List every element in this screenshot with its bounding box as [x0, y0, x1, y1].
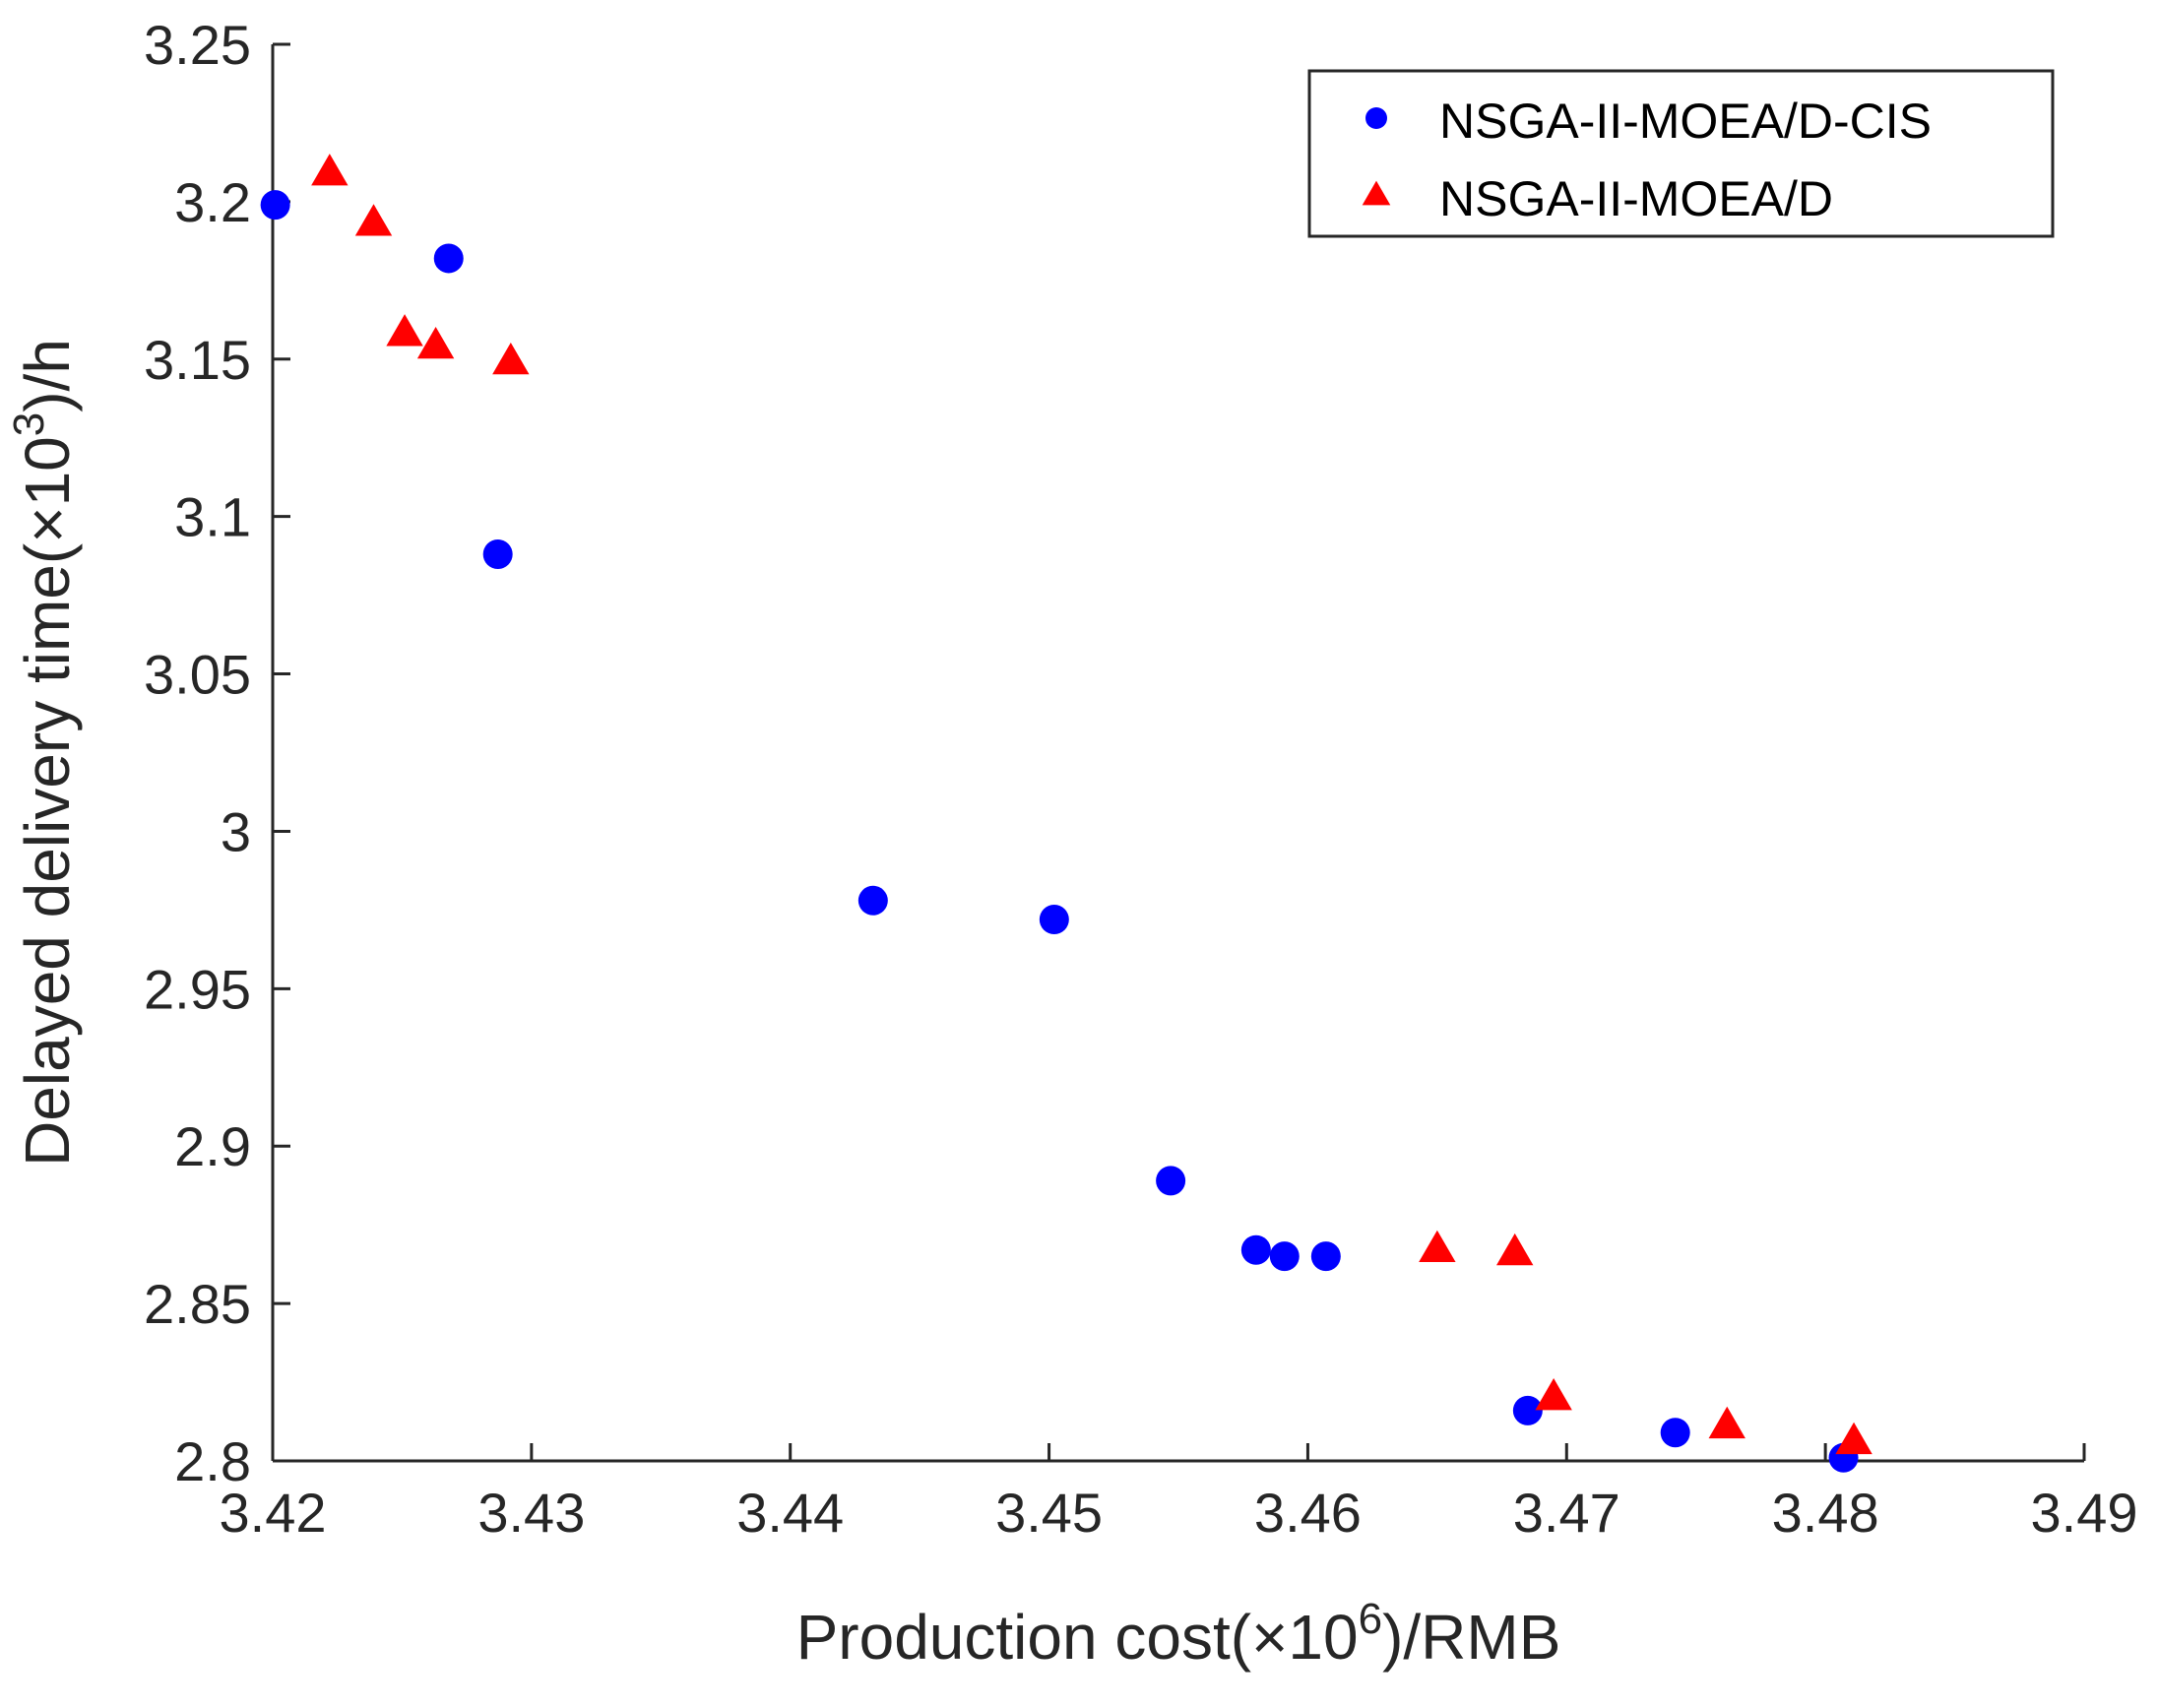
y-tick-label: 3 [221, 800, 251, 862]
axes-layer: 3.42 3.43 3.44 3.45 3.46 3.47 3.48 3.49 2.8 2.85 2… [144, 14, 2138, 1544]
x-axis-title-superscript: 6 [1359, 1595, 1382, 1643]
legend-marker-triangle [1362, 180, 1391, 206]
legend: NSGA-II-MOEA/D-CIS NSGA-II-MOEA/D [1307, 69, 2055, 238]
data-point-circle [482, 539, 513, 570]
data-point-triangle [492, 342, 530, 375]
data-point-triangle [1419, 1230, 1456, 1263]
x-tick-label: 3.43 [477, 1482, 585, 1544]
x-axis-title-suffix: )/RMB [1382, 1602, 1560, 1673]
marks-layer [260, 154, 1872, 1473]
data-point-circle [857, 885, 888, 916]
x-tick-label: 3.42 [220, 1482, 327, 1544]
y-tick-label: 2.8 [174, 1430, 251, 1492]
data-point-circle [1660, 1418, 1690, 1448]
data-point-triangle [311, 154, 349, 186]
y-axis-title-superscript: 3 [5, 412, 53, 436]
y-tick-label: 2.9 [174, 1115, 251, 1177]
y-tick-label: 3.05 [144, 644, 251, 706]
x-tick-label: 3.45 [995, 1482, 1103, 1544]
x-axis-title-prefix: Production cost(×10 [796, 1602, 1359, 1673]
x-tick-label: 3.44 [736, 1482, 844, 1544]
y-tick-label: 3.2 [174, 171, 251, 233]
data-point-circle [1512, 1395, 1543, 1425]
data-point-triangle [354, 204, 393, 236]
legend-label: NSGA-II-MOEA/D-CIS [1439, 94, 1932, 149]
y-tick-label: 2.95 [144, 958, 251, 1020]
data-point-circle [433, 243, 464, 274]
data-point-triangle [1708, 1406, 1745, 1439]
legend-marker-circle [1365, 107, 1387, 129]
x-tick-label: 3.49 [2031, 1482, 2138, 1544]
data-point-circle [1156, 1166, 1186, 1196]
series-base [311, 154, 1872, 1455]
labels-layer: Production cost(×106)/RMB Delayed delive… [5, 339, 1560, 1673]
legend-box [1307, 69, 2055, 238]
y-tick-label: 3.15 [144, 329, 251, 391]
x-tick-label: 3.46 [1254, 1482, 1362, 1544]
y-axis-title-prefix: Delayed delivery time(×10 [12, 436, 83, 1167]
data-point-circle [260, 190, 290, 221]
x-tick-label: 3.48 [1772, 1482, 1879, 1544]
y-axis-title-suffix: )/h [12, 339, 83, 412]
data-point-triangle [416, 326, 455, 359]
legend-label: NSGA-II-MOEA/D [1439, 171, 1833, 226]
y-tick-label: 2.85 [144, 1273, 251, 1335]
x-axis-title: Production cost(×106)/RMB [796, 1595, 1561, 1673]
data-point-triangle [386, 314, 423, 347]
data-point-triangle [1496, 1233, 1534, 1266]
data-point-circle [1269, 1241, 1300, 1272]
series-cis [260, 190, 1859, 1473]
y-axis-title: Delayed delivery time(×103)/h [5, 339, 83, 1167]
data-point-triangle [1535, 1378, 1572, 1411]
y-tick-label: 3.25 [144, 14, 251, 76]
x-tick-label: 3.47 [1513, 1482, 1620, 1544]
data-point-circle [1310, 1241, 1341, 1272]
y-tick-label: 3.1 [174, 486, 251, 548]
data-point-circle [1039, 904, 1069, 934]
data-point-triangle [1835, 1422, 1872, 1455]
data-point-circle [1240, 1234, 1271, 1265]
